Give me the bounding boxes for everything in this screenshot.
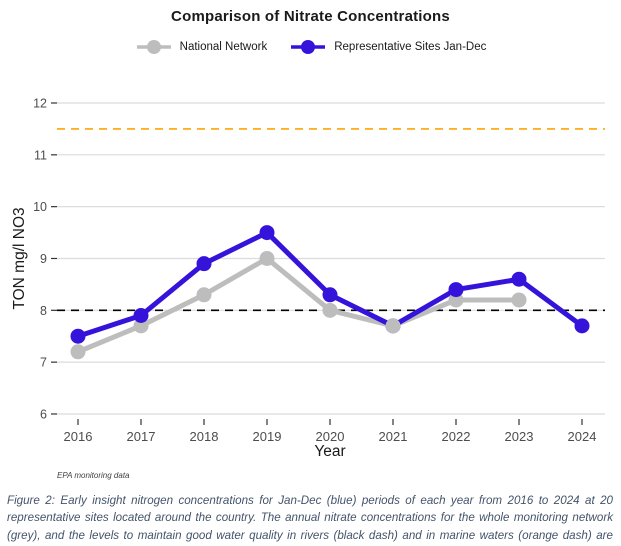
svg-text:2017: 2017 (127, 429, 156, 444)
svg-text:8: 8 (40, 304, 47, 318)
chart-title: Comparison of Nitrate Concentrations (171, 8, 450, 25)
svg-text:2024: 2024 (568, 429, 597, 444)
svg-text:Year: Year (314, 443, 345, 460)
svg-text:2021: 2021 (379, 429, 408, 444)
chart-svg: 6 7 8 9 10 11 12 2016 2017 2018 2019 2020 2021 2022 20… (11, 97, 605, 480)
blue-line-point-icon (291, 40, 326, 54)
svg-text:9: 9 (40, 252, 47, 266)
svg-text:2018: 2018 (190, 429, 219, 444)
legend-label-national-network: National Network (179, 41, 268, 53)
svg-text:2023: 2023 (505, 429, 534, 444)
legend-item-representative-sites: Representative Sites Jan-Dec (289, 38, 486, 56)
svg-text:7: 7 (40, 356, 47, 370)
svg-text:2019: 2019 (253, 429, 282, 444)
svg-text:10: 10 (33, 200, 47, 214)
grey-line-point-icon (136, 40, 171, 54)
legend-item-national-network: National Network (135, 38, 268, 56)
svg-text:12: 12 (33, 97, 47, 111)
svg-text:11: 11 (34, 148, 47, 162)
svg-text:2022: 2022 (442, 429, 471, 444)
legend-label-representative-sites: Representative Sites Jan-Dec (334, 41, 487, 53)
svg-text:TON mg/l NO3: TON mg/l NO3 (11, 207, 28, 309)
svg-text:EPA monitoring data: EPA monitoring data (57, 471, 130, 480)
chart-legend: National Network Representative Sites Ja… (0, 38, 621, 56)
svg-text:2016: 2016 (64, 429, 93, 444)
svg-text:6: 6 (40, 407, 47, 421)
svg-text:2020: 2020 (316, 429, 345, 444)
figure-caption: Figure 2: Early insight nitrogen concent… (7, 494, 613, 542)
